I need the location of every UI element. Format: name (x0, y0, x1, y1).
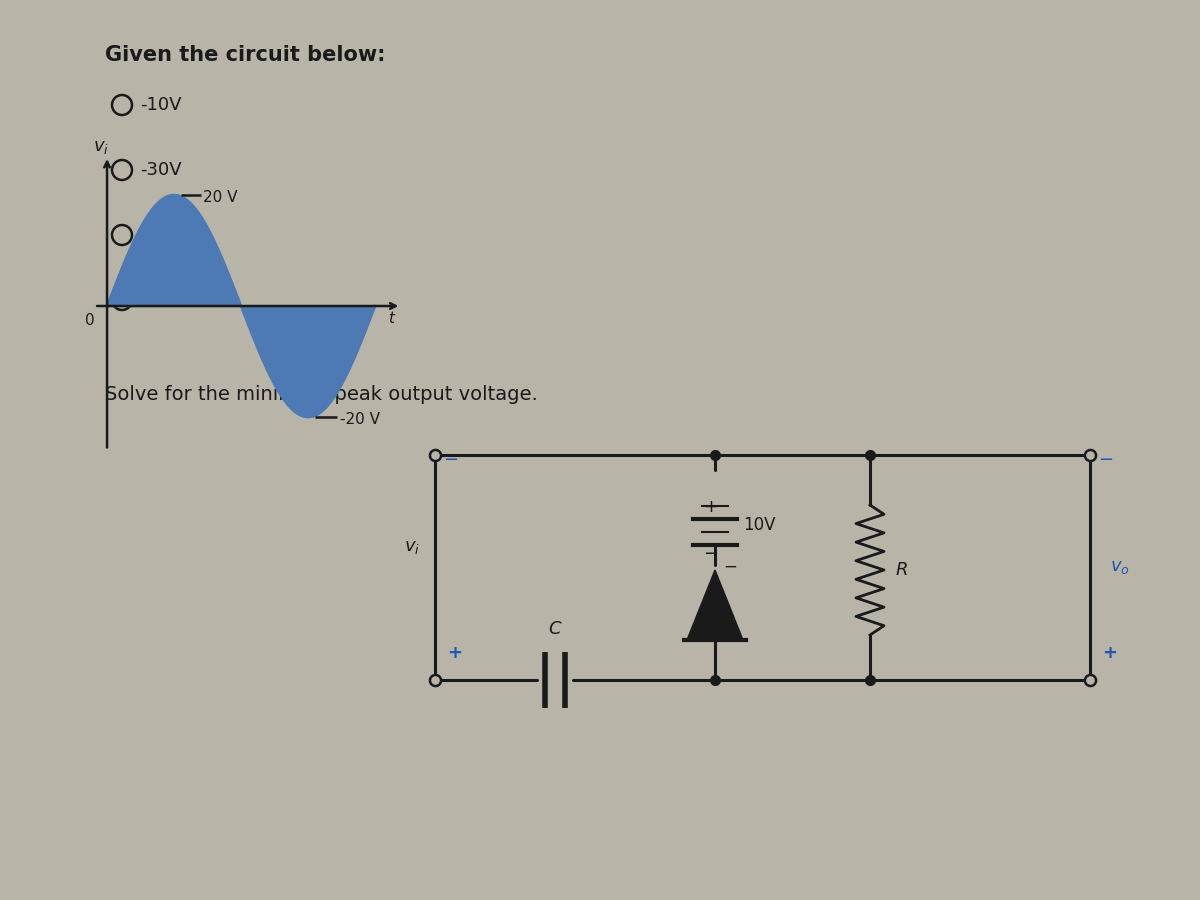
Text: 20 V: 20 V (204, 190, 238, 205)
Text: -20V: -20V (140, 226, 181, 244)
Text: Solve for the minimum peak output voltage.: Solve for the minimum peak output voltag… (106, 385, 538, 404)
Text: -40V: -40V (140, 291, 181, 309)
Text: 0: 0 (85, 313, 95, 328)
Text: R: R (896, 561, 908, 579)
Text: −: − (1098, 451, 1114, 469)
Text: -20 V: -20 V (340, 412, 380, 427)
Text: −: − (722, 558, 737, 576)
Text: $v_i$: $v_i$ (92, 138, 109, 156)
Text: -10V: -10V (140, 96, 181, 114)
Text: −: − (703, 545, 719, 563)
Text: -30V: -30V (140, 161, 181, 179)
Text: $v_o$: $v_o$ (1110, 559, 1129, 577)
Text: C: C (548, 620, 562, 638)
Text: 10V: 10V (743, 516, 775, 534)
Text: $v_i$: $v_i$ (404, 538, 420, 556)
Text: +: + (1102, 644, 1117, 662)
Text: t: t (389, 310, 395, 326)
Polygon shape (686, 570, 743, 640)
Text: Given the circuit below:: Given the circuit below: (106, 45, 385, 65)
Text: +: + (446, 644, 462, 662)
Text: −: − (443, 451, 458, 469)
Text: +: + (703, 498, 719, 516)
